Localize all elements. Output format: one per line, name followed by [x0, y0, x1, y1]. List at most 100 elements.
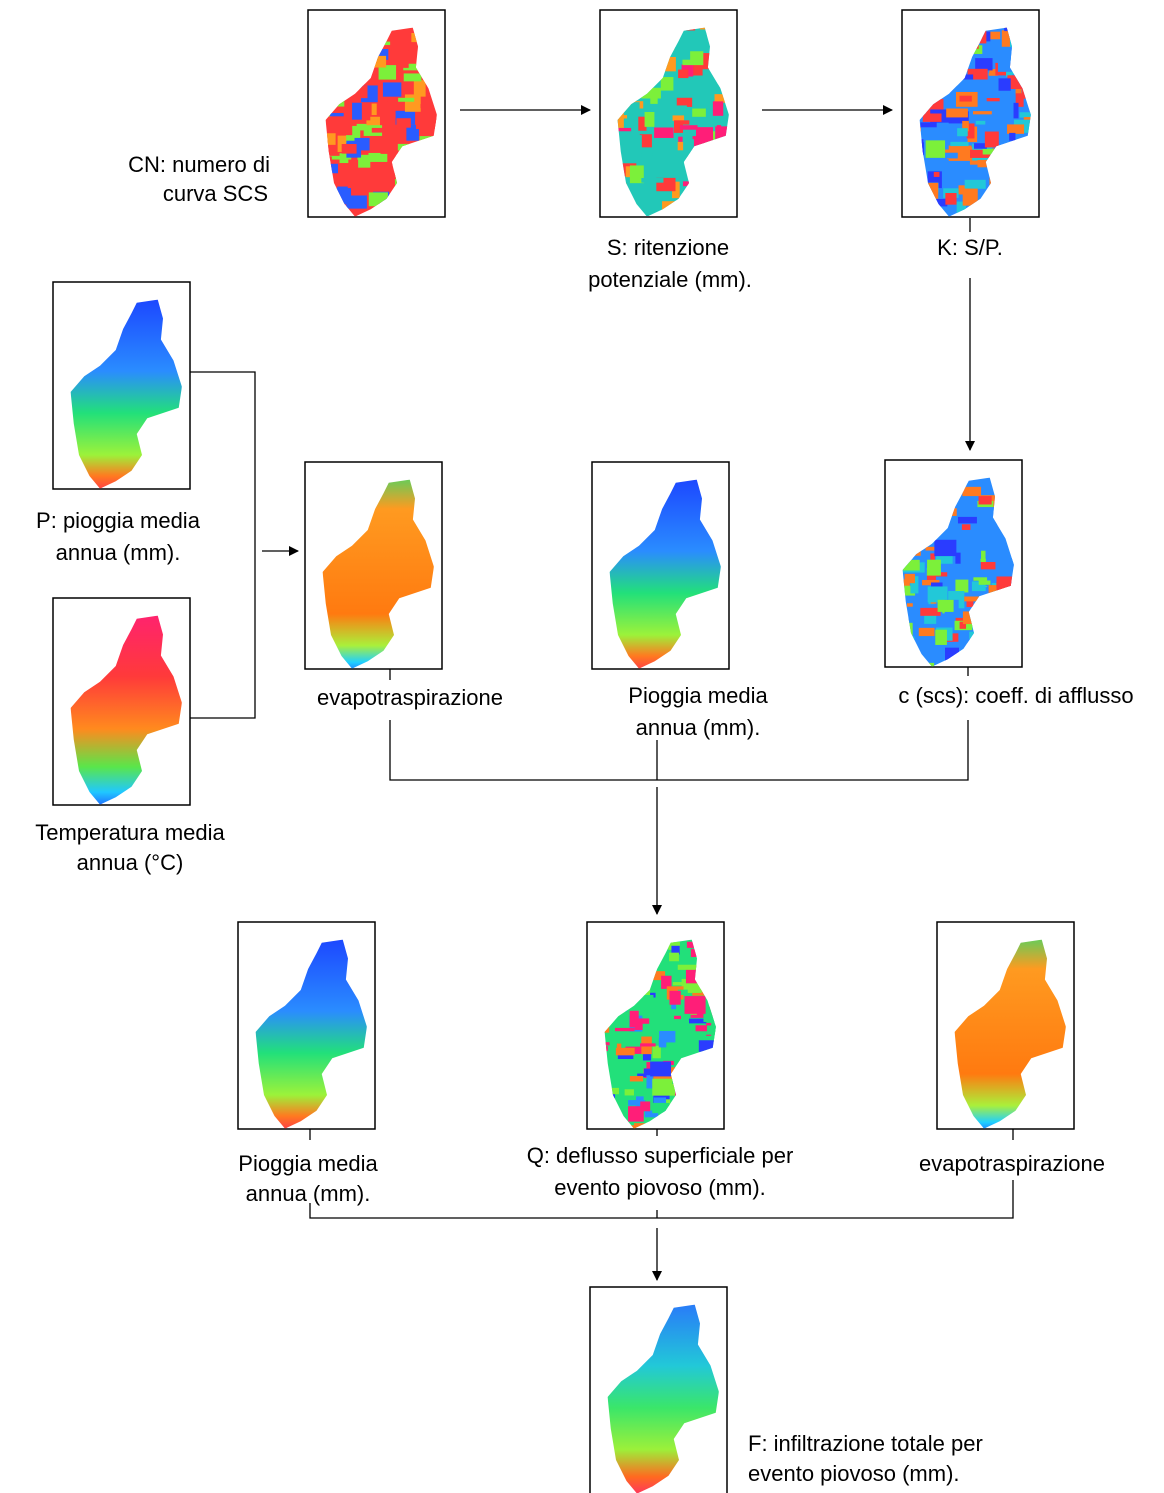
node-label: potenziale (mm).: [588, 267, 752, 292]
map-patch: [976, 121, 986, 125]
node-label: Q: deflusso superficiale per: [527, 1143, 794, 1168]
map-box: [885, 460, 1041, 680]
map-box: [305, 462, 447, 677]
map-patch: [661, 77, 674, 91]
map-patch: [935, 630, 947, 645]
map-boxes: [53, 10, 1079, 1493]
map-patch: [631, 135, 642, 151]
map-box: [590, 1287, 732, 1493]
map-patch: [940, 668, 955, 679]
map-patch: [1007, 124, 1024, 133]
map-patch: [628, 1106, 644, 1121]
node-label: curva SCS: [163, 181, 268, 206]
map-patch: [652, 1079, 675, 1096]
map-patch: [955, 580, 968, 593]
map-patch: [979, 581, 991, 585]
map-patch: [355, 138, 370, 150]
map-patch: [398, 98, 414, 102]
map-patch: [358, 158, 370, 168]
map-patch: [979, 496, 992, 504]
map-patch: [641, 153, 654, 156]
map-patch: [927, 219, 945, 226]
map-patch: [396, 118, 410, 127]
map-box: [600, 10, 752, 229]
flow-diagram: CN: numero di curva SCS S: ritenzione po…: [0, 0, 1164, 1493]
map-box: [592, 462, 734, 677]
map-patch: [960, 96, 972, 102]
map-patch: [975, 58, 992, 70]
map-patch: [723, 1035, 746, 1047]
map-patch: [934, 172, 940, 177]
map-patch: [713, 101, 723, 115]
map-patch: [354, 217, 377, 229]
map-patch: [958, 517, 977, 524]
node-label: evento piovoso (mm).: [554, 1175, 766, 1200]
map-patch: [946, 108, 968, 117]
map-patch: [907, 603, 913, 606]
map-patch: [675, 47, 690, 59]
map-patch: [1021, 510, 1036, 523]
map-patch: [965, 180, 986, 189]
node-label: Pioggia media: [628, 683, 768, 708]
map-patch: [692, 32, 707, 49]
map-patch: [902, 668, 921, 680]
map-patch: [616, 1048, 635, 1056]
map-patch: [1014, 103, 1019, 119]
map-patch: [342, 144, 357, 154]
map-patch: [673, 115, 685, 120]
map-patch: [674, 1016, 681, 1019]
map-patch: [372, 104, 377, 115]
node-label: F: infiltrazione totale per: [748, 1431, 983, 1456]
map-patch: [981, 562, 996, 569]
map-patch: [654, 128, 673, 138]
map-patch: [664, 167, 680, 174]
map-patch: [985, 132, 999, 148]
map-patch: [669, 953, 679, 962]
map-box: [53, 282, 195, 497]
node-label: annua (mm).: [636, 715, 761, 740]
map-patch: [414, 80, 426, 97]
map-patch: [351, 219, 356, 224]
map-patch: [406, 216, 426, 229]
map-patch: [700, 85, 720, 88]
map-patch: [380, 101, 388, 118]
map-patch: [945, 193, 956, 205]
map-patch: [376, 218, 382, 227]
map-patch: [910, 596, 917, 609]
map-patch: [372, 128, 389, 133]
map-patch: [920, 122, 936, 127]
map-patch: [630, 1011, 639, 1028]
map-box: [308, 10, 459, 233]
map-patch: [987, 98, 1000, 101]
map-patch: [905, 574, 915, 583]
node-label: evapotraspirazione: [919, 1151, 1105, 1176]
map-box: [238, 922, 380, 1137]
node-label: K: S/P.: [937, 235, 1003, 260]
map-box: [937, 922, 1079, 1137]
map-box: [53, 598, 195, 813]
node-label: c (scs): coeff. di afflusso: [898, 683, 1133, 708]
map-patch: [629, 123, 635, 126]
map-patch: [416, 116, 437, 129]
map-patch: [383, 174, 391, 189]
map-patch: [692, 109, 706, 117]
map-patch: [938, 600, 954, 612]
node-label: S: ritenzione: [607, 235, 729, 260]
map-patch: [999, 544, 1007, 550]
map-patch: [643, 1024, 659, 1032]
map-box: [587, 922, 746, 1141]
node-label: annua (mm).: [56, 540, 181, 565]
labels: CN: numero di curva SCS S: ritenzione po…: [35, 152, 1133, 1486]
node-label: Temperatura media: [35, 820, 225, 845]
map-patch: [659, 1031, 675, 1042]
node-label: evapotraspirazione: [317, 685, 503, 710]
map-patch: [926, 140, 945, 158]
map-patch: [405, 94, 421, 111]
node-label: P: pioggia media: [36, 508, 201, 533]
map-patch: [641, 178, 663, 183]
map-patch: [934, 540, 956, 556]
node-label: annua (mm).: [246, 1181, 371, 1206]
map-patch: [923, 113, 942, 121]
map-patch: [981, 551, 985, 560]
map-patch: [999, 78, 1011, 90]
